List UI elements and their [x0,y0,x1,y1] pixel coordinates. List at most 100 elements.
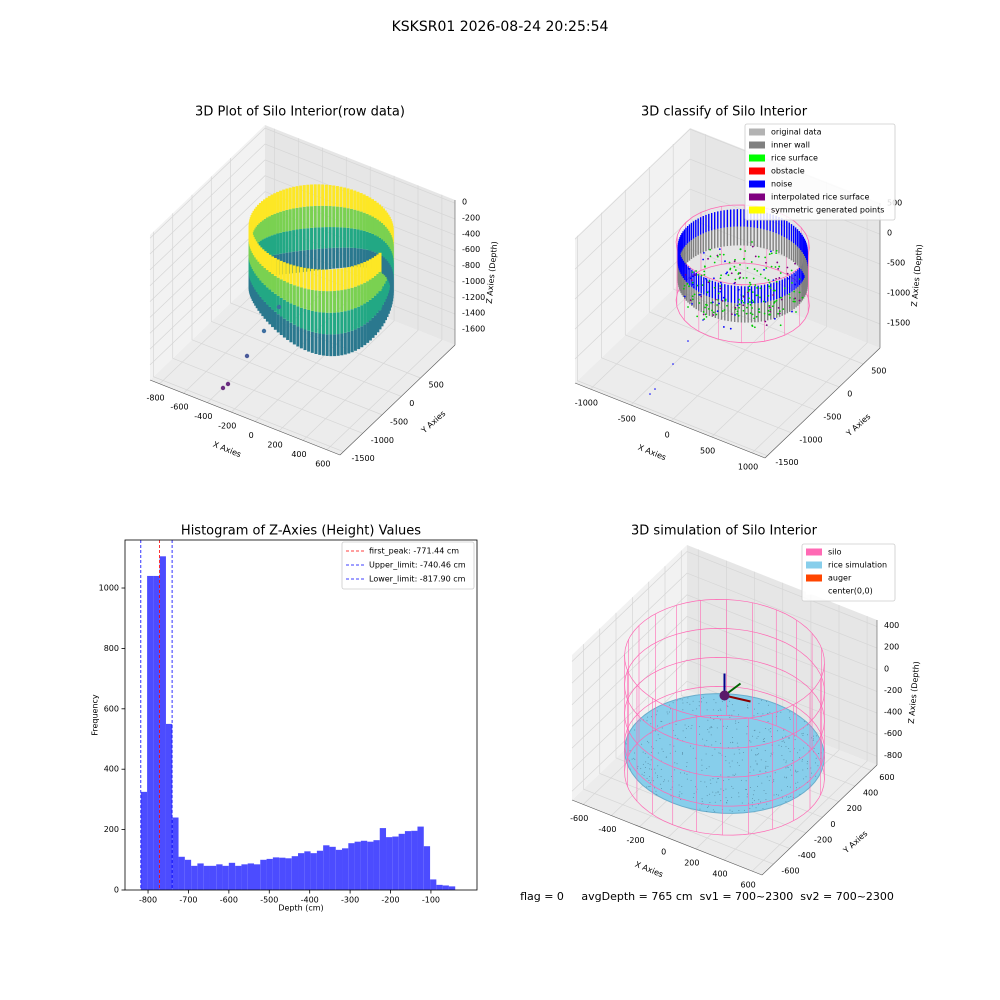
rice-simulation [750,766,752,768]
rice-simulation [810,767,812,769]
y-tick-label: 200 [847,804,862,813]
rice-simulation [666,711,668,713]
rice-surface [739,263,741,266]
histogram-bar [335,849,343,890]
y-tick-label: -1500 [775,458,798,467]
rice-surface [722,296,725,299]
rice-simulation [765,792,767,794]
legend-label: noise [771,180,792,189]
wall-pane [572,545,687,800]
rice-surface [687,267,690,270]
rice-simulation [681,785,683,787]
histogram-bar [398,833,405,890]
rice-surface [729,268,732,271]
rice-simulation [642,763,644,765]
rice-simulation [634,752,636,754]
rice-surface [753,326,756,329]
rice-simulation [714,801,716,803]
rice-simulation [720,709,722,711]
histogram-bar [329,846,336,890]
rice-simulation [803,747,805,749]
rice-surface [780,296,782,299]
rice-simulation [717,778,719,780]
rice-simulation [767,704,769,706]
rice-surface [751,307,754,309]
rice-simulation [647,740,649,742]
rice-surface [689,299,692,302]
rice-simulation [708,766,710,768]
rice-surface [736,304,739,307]
rice-simulation [738,796,740,798]
rice-surface [764,256,767,259]
rice-simulation [784,776,786,778]
rice-simulation [709,727,711,729]
rice-simulation [662,750,664,752]
z-tick-label: -800 [884,751,902,760]
rice-surface [778,310,781,313]
rice-surface [769,310,772,313]
rice-simulation [644,753,646,755]
histogram-bar [260,859,267,890]
rice-simulation [723,790,725,792]
rice-simulation [669,752,671,754]
rice-simulation [648,779,650,781]
legend-label: Upper_limit: -740.46 cm [369,561,466,570]
grid-line [599,628,790,849]
grid-line [711,181,827,438]
rice-surface [731,313,733,316]
rice-simulation [674,734,676,736]
legend-swatch [749,193,765,201]
rice-simulation [796,771,798,773]
rice-surface [734,278,737,281]
x-tick-label: -500 [260,896,278,905]
y-tick-label: -1500 [351,454,374,463]
rice-simulation [813,748,815,750]
rice-simulation [709,779,711,781]
rice-simulation [773,779,775,781]
rice-simulation [688,726,690,728]
legend-swatch [749,180,765,188]
rice-surface [765,267,768,269]
rice-simulation [667,713,669,715]
wall-pane [575,128,690,383]
rice-simulation [781,789,783,791]
rice-simulation [661,720,663,722]
rice-simulation [696,708,698,710]
legend-box [744,123,896,221]
rice-simulation [765,771,767,773]
rice-simulation [789,786,791,788]
rice-surface [727,274,730,277]
rice-simulation [783,729,785,731]
rice-simulation [660,788,662,790]
outlier-point [225,381,231,387]
rice-simulation [656,710,658,712]
legend-swatch [749,154,765,162]
rice-simulation [657,775,659,777]
rice-surface [751,324,754,327]
rice-simulation [701,759,703,761]
rice-simulation [738,810,740,811]
rice-simulation [756,737,758,739]
histogram-bar [184,859,192,890]
rice-simulation [690,745,692,747]
rice-simulation [660,720,662,722]
rice-simulation [713,719,715,721]
rice-simulation [654,730,656,732]
rice-simulation [704,744,706,746]
legend-swatch [806,587,822,595]
rice-simulation [765,761,767,763]
rice-surface [706,291,709,294]
rice-simulation [733,775,735,777]
rice-surface [798,278,801,281]
rice-simulation [757,753,759,755]
rice-simulation [677,737,679,739]
rice-simulation [801,758,803,760]
rice-simulation [807,734,809,736]
rice-simulation [678,794,680,796]
rice-simulation [706,709,708,711]
rice-simulation [719,793,721,795]
rice-simulation [802,769,804,771]
rice-simulation [716,715,718,717]
noise [654,388,656,390]
